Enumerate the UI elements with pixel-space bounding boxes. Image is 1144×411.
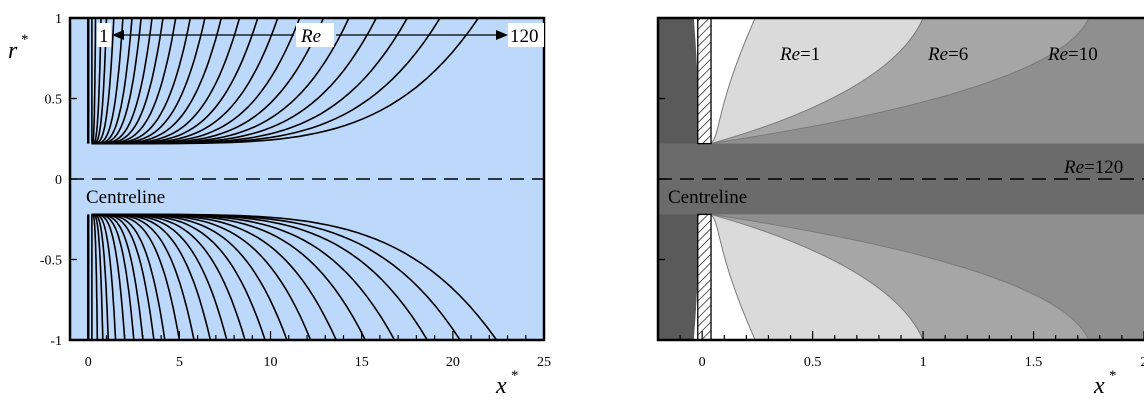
re-end-label: 120: [510, 26, 539, 47]
left-curves-group: [86, 18, 498, 340]
wall-hatched: [697, 17, 712, 341]
left-x-tick-label: 10: [264, 355, 278, 370]
left-x-ticks: 0 5 10 15 20 25: [69, 331, 551, 370]
right-x-axis-label: x: [1093, 373, 1105, 399]
region-label-re10: Re=10: [1047, 44, 1098, 65]
upper-curve-24: [91, 18, 480, 145]
left-y-axis-superscript: *: [21, 32, 29, 48]
right-x-tick-label: 2: [1141, 355, 1144, 370]
left-x-axis-superscript: *: [511, 368, 519, 384]
right-x-tick-label: 0: [699, 355, 706, 370]
region-re1: [710, 213, 924, 340]
left-x-tick-label: 5: [176, 355, 183, 370]
left-y-tick-label: -0.5: [40, 254, 62, 269]
left-y-tick-label: -1: [50, 334, 62, 349]
re-middle-label: Re: [300, 26, 321, 47]
right-centreline-label: Centreline: [668, 187, 747, 208]
left-x-axis-label: x: [495, 373, 507, 399]
re-end-label-bg: [508, 23, 544, 47]
left-x-tick-label: 25: [537, 355, 551, 370]
right-y-ticks: [658, 17, 665, 341]
region-near-wall: [710, 213, 756, 340]
right-x-tick-label: 1: [920, 355, 927, 370]
right-x-tick-label: 0.5: [804, 355, 822, 370]
lower-curve-24: [91, 213, 498, 340]
re-arrow-head-left: [112, 30, 124, 40]
region-near-wall: [710, 18, 756, 145]
right-x-ticks: 0 0.5 1 1.5 2: [657, 331, 1144, 370]
left-y-ticks: -1 -0.5 0 0.5 1: [40, 12, 77, 349]
right-x-tick-label: 1.5: [1025, 355, 1043, 370]
left-y-tick-label: 0: [55, 173, 62, 188]
re-label-bg: [296, 23, 334, 47]
wall-segment: [697, 213, 712, 341]
re-start-label: 1: [99, 26, 109, 47]
right-x-axis-superscript: *: [1109, 368, 1117, 384]
re-arrow-annotation: 1 Re 120: [97, 23, 544, 47]
right-chart-panel: 0 0.5 1 1.5 2 Re=1 Re=6 Re=10 Re=120 Centrel…: [656, 16, 1144, 370]
left-y-tick-label: 1: [55, 12, 62, 27]
left-x-tick-label: 15: [355, 355, 369, 370]
left-y-tick-label: 0.5: [45, 93, 63, 108]
region-label-re6: Re=6: [927, 44, 968, 65]
region-label-re1: Re=1: [779, 44, 820, 65]
left-centreline-label-bg: [84, 185, 176, 207]
wall-segment: [697, 17, 712, 145]
left-y-axis-label: r: [8, 38, 18, 64]
right-regions-group: [658, 18, 1144, 340]
left-x-tick-label: 0: [85, 355, 92, 370]
re-start-label-bg: [97, 23, 111, 47]
region-label-re120: Re=120: [1063, 157, 1123, 178]
left-chart-panel: -1 -0.5 0 0.5 1 0 5 10 15 20 25 1 Re 120 Centreli…: [40, 12, 551, 370]
region-re1: [710, 18, 924, 145]
left-x-tick-label: 20: [446, 355, 460, 370]
re-arrow-head-right: [496, 30, 508, 40]
left-centreline-label: Centreline: [86, 187, 165, 208]
